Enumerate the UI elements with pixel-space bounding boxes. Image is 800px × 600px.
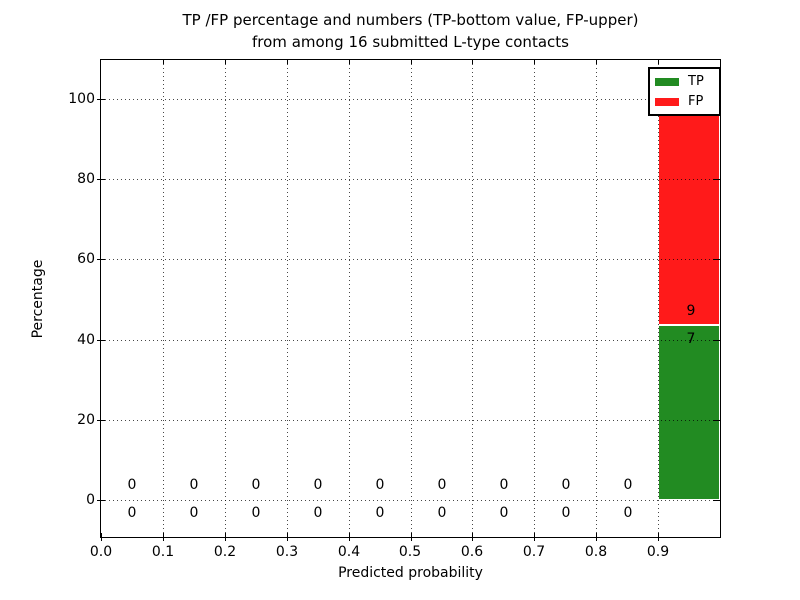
tp-count-annotation: 0 (437, 505, 447, 521)
y-tick-label: 80 (77, 171, 95, 187)
x-tick-label: 0.5 (398, 544, 422, 560)
gridline-h (101, 179, 720, 180)
y-tick-mark (97, 259, 105, 260)
y-tick-mark (97, 340, 105, 341)
y-tick-label: 0 (86, 492, 95, 508)
gridline-v (472, 60, 473, 537)
y-tick-mark (97, 179, 105, 180)
tp-count-annotation: 0 (623, 505, 633, 521)
x-tick-label: 0.2 (213, 544, 237, 560)
x-tick-label: 0.9 (646, 544, 670, 560)
gridline-h (101, 99, 720, 100)
gridline-v (225, 60, 226, 537)
tp-count-annotation: 0 (561, 505, 571, 521)
fp-count-annotation: 0 (623, 477, 633, 493)
x-tick-mark (596, 533, 597, 541)
fp-legend-label: FP (688, 94, 704, 109)
fp-count-annotation: 0 (313, 477, 323, 493)
y-tick-label: 20 (77, 412, 95, 428)
tp-legend-swatch (655, 77, 679, 86)
plot-area: 9 7 0 0 0 0 0 0 0 0 0 0 0 0 0 0 0 0 0 0 (97, 59, 721, 541)
tp-count-annotation: 0 (127, 505, 137, 521)
chart-title-line2: from among 16 submitted L-type contacts (252, 33, 569, 51)
chart-title: TP /FP percentage and numbers (TP-bottom… (101, 9, 720, 53)
fp-count-annotation: 9 (686, 303, 696, 319)
y-tick-mark (713, 259, 720, 260)
gridline-h (101, 340, 720, 341)
legend-entry-tp: TP (655, 74, 719, 89)
fp-count-annotation: 0 (561, 477, 571, 493)
x-tick-mark (472, 60, 473, 64)
x-tick-label: 0.0 (89, 544, 113, 560)
x-tick-mark (534, 60, 535, 64)
tp-count-annotation: 0 (189, 505, 199, 521)
x-tick-mark (287, 60, 288, 64)
gridline-h (101, 500, 720, 501)
y-tick-mark (713, 500, 720, 501)
x-tick-mark (225, 60, 226, 64)
y-tick-mark (97, 500, 105, 501)
tp-count-annotation: 0 (499, 505, 509, 521)
tp-legend-label: TP (688, 74, 704, 89)
x-tick-mark (658, 60, 659, 64)
fp-count-annotation: 0 (499, 477, 509, 493)
x-tick-mark (349, 60, 350, 64)
y-tick-mark (713, 340, 720, 341)
x-tick-mark (101, 533, 102, 541)
y-tick-mark (97, 99, 105, 100)
chart-title-line1: TP /FP percentage and numbers (TP-bottom… (182, 11, 639, 29)
gridline-v (349, 60, 350, 537)
x-axis-label: Predicted probability (338, 565, 483, 581)
gridline-v (596, 60, 597, 537)
gridline-v (658, 60, 659, 537)
fp-count-annotation: 0 (189, 477, 199, 493)
x-tick-mark (411, 533, 412, 541)
tp-count-annotation: 0 (251, 505, 261, 521)
x-tick-mark (411, 60, 412, 64)
x-tick-mark (658, 533, 659, 541)
x-tick-label: 0.1 (151, 544, 175, 560)
gridline-h (101, 420, 720, 421)
x-tick-mark (163, 533, 164, 541)
legend-entry-fp: FP (655, 94, 719, 109)
x-tick-label: 0.3 (275, 544, 299, 560)
fp-count-annotation: 0 (375, 477, 385, 493)
x-tick-mark (163, 60, 164, 64)
gridline-v (163, 60, 164, 537)
x-tick-mark (287, 533, 288, 541)
gridline-v (534, 60, 535, 537)
y-tick-label: 40 (77, 332, 95, 348)
tp-bar-segment (658, 325, 720, 500)
y-axis-label: Percentage (30, 259, 46, 339)
x-tick-mark (225, 533, 226, 541)
fp-count-annotation: 0 (437, 477, 447, 493)
tp-count-annotation: 7 (686, 331, 696, 347)
y-tick-mark (97, 420, 105, 421)
x-tick-label: 0.4 (337, 544, 361, 560)
y-tick-label: 60 (77, 251, 95, 267)
x-tick-label: 0.7 (522, 544, 546, 560)
gridline-h (101, 259, 720, 260)
fp-legend-swatch (655, 97, 679, 106)
y-tick-label: 100 (68, 91, 95, 107)
x-tick-mark (349, 533, 350, 541)
x-tick-label: 0.8 (584, 544, 608, 560)
fp-count-annotation: 0 (127, 477, 137, 493)
fp-count-annotation: 0 (251, 477, 261, 493)
gridline-v (287, 60, 288, 537)
x-tick-mark (472, 533, 473, 541)
x-tick-label: 0.6 (460, 544, 484, 560)
tp-count-annotation: 0 (313, 505, 323, 521)
fp-bar-segment (658, 99, 720, 325)
gridline-v (411, 60, 412, 537)
y-tick-mark (713, 179, 720, 180)
y-tick-mark (713, 420, 720, 421)
legend: TP FP (648, 67, 721, 116)
tp-count-annotation: 0 (375, 505, 385, 521)
x-tick-mark (596, 60, 597, 64)
x-tick-mark (534, 533, 535, 541)
